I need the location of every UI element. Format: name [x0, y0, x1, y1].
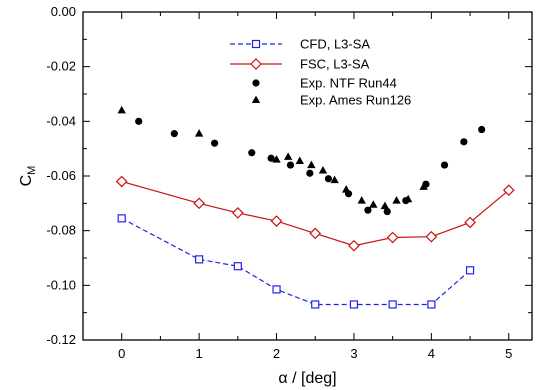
- data-point: [283, 152, 293, 160]
- ticks: 0 1 2 3 4 5 0.00 -0.02 -0.04 -0.06 -0.08 -0.10 -0.12: [46, 4, 532, 361]
- series-0: [117, 214, 475, 309]
- y-axis-title-main: C: [18, 175, 35, 187]
- legend-item: Exp. Ames Run126: [251, 93, 411, 108]
- series-line: [121, 217, 471, 306]
- data-point: [233, 262, 242, 271]
- data-point: [135, 117, 143, 125]
- data-point: [309, 227, 322, 240]
- data-point: [117, 214, 126, 223]
- data-point: [348, 239, 360, 252]
- y-tick-label: -0.06: [46, 168, 76, 183]
- legend-marker: [252, 79, 260, 87]
- data-point: [419, 182, 428, 190]
- data-point: [464, 216, 476, 229]
- series-3: [117, 105, 428, 210]
- legend-item: FSC, L3-SA: [230, 57, 370, 72]
- legend-label: Exp. NTF Run44: [300, 76, 397, 91]
- data-point: [306, 169, 314, 177]
- legend-marker: [251, 95, 261, 103]
- series-1: [115, 175, 515, 252]
- legend-label: FSC, L3-SA: [300, 57, 370, 72]
- data-point: [311, 300, 320, 309]
- series-line: [121, 180, 510, 247]
- x-tick-label: 3: [350, 346, 357, 361]
- data-point: [318, 166, 328, 174]
- data-point: [115, 175, 128, 188]
- data-point: [195, 255, 204, 264]
- data-point: [286, 161, 295, 169]
- data-point: [440, 161, 449, 169]
- data-point: [380, 201, 390, 210]
- legend-label: Exp. Ames Run126: [300, 93, 411, 108]
- data-point: [295, 156, 304, 164]
- data-point: [272, 285, 281, 294]
- legend: CFD, L3-SA FSC, L3-SA Exp. NTF Run44 Exp. A…: [230, 37, 411, 108]
- data-point: [388, 300, 397, 309]
- x-tick-label: 4: [428, 346, 435, 361]
- x-tick-label: 2: [273, 346, 280, 361]
- y-tick-label: 0.00: [51, 4, 76, 19]
- data-point: [403, 194, 413, 203]
- data-point: [272, 155, 281, 163]
- data-point: [267, 154, 275, 162]
- data-point: [392, 196, 401, 204]
- y-tick-label: -0.10: [46, 277, 76, 292]
- data-point: [460, 138, 468, 146]
- series-plot-area: [115, 105, 515, 309]
- x-tick-label: 1: [196, 346, 203, 361]
- data-point: [324, 175, 333, 183]
- data-point: [330, 175, 339, 184]
- data-point: [369, 200, 378, 208]
- data-point: [383, 207, 391, 216]
- x-tick-label: 5: [505, 346, 512, 361]
- data-point: [307, 160, 316, 169]
- data-point: [425, 230, 438, 243]
- data-point: [170, 130, 178, 138]
- legend-item: CFD, L3-SA: [230, 37, 370, 52]
- x-axis-title: α / [deg]: [278, 370, 336, 387]
- data-point: [349, 300, 359, 309]
- legend-marker: [250, 58, 262, 70]
- data-point: [248, 149, 256, 157]
- data-point: [211, 139, 219, 147]
- data-point: [231, 207, 244, 219]
- data-point: [117, 105, 126, 114]
- data-point: [357, 196, 366, 204]
- data-point: [193, 197, 205, 210]
- data-point: [427, 300, 436, 309]
- data-point: [342, 185, 351, 193]
- legend-marker: [251, 39, 261, 49]
- y-tick-label: -0.02: [46, 59, 76, 74]
- y-tick-label: -0.04: [46, 113, 76, 128]
- y-axis-title: CM: [18, 166, 38, 187]
- data-point: [502, 184, 515, 197]
- y-tick-label: -0.12: [46, 332, 76, 347]
- y-axis-title-subscript: M: [26, 166, 38, 175]
- data-point: [465, 266, 475, 275]
- y-tick-label: -0.08: [46, 223, 76, 238]
- data-point: [194, 129, 204, 137]
- legend-item: Exp. NTF Run44: [252, 76, 397, 91]
- data-point: [478, 125, 486, 134]
- data-point: [270, 215, 283, 227]
- x-tick-label: 0: [118, 346, 125, 361]
- data-point: [386, 231, 399, 244]
- legend-label: CFD, L3-SA: [300, 37, 370, 52]
- data-point: [364, 206, 372, 214]
